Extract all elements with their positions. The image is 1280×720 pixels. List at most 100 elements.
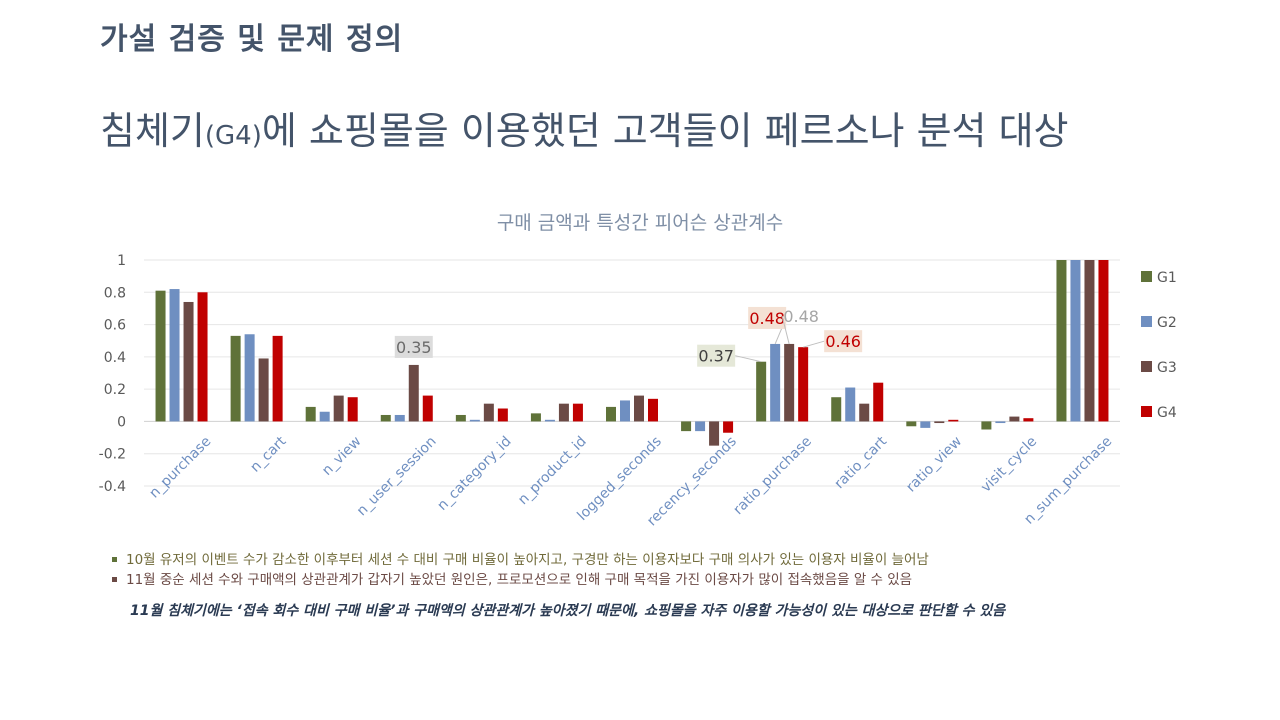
y-axis-ticks: 1 0.8 0.6 0.4 0.2 0 -0.2 -0.4 <box>99 253 126 495</box>
y-tick-label: 0.8 <box>104 285 126 301</box>
bar-g2 <box>920 421 931 428</box>
y-tick-label: 0.4 <box>104 350 126 366</box>
x-tick-label: n_view <box>319 434 364 479</box>
y-tick-label: 0 <box>117 414 126 430</box>
legend-swatch-g2 <box>1141 316 1152 327</box>
data-label: 0.37 <box>698 347 734 366</box>
chart-grid <box>144 259 1120 487</box>
bar-g4 <box>948 419 959 422</box>
bar-g4 <box>798 347 809 422</box>
bar-g4 <box>1023 418 1034 422</box>
y-tick-label: 0.6 <box>104 318 126 334</box>
y-tick-label: 0.2 <box>104 382 126 398</box>
legend-swatch-g4 <box>1141 406 1152 417</box>
bar-g2 <box>544 419 555 422</box>
bar-g1 <box>606 406 616 422</box>
bar-g2 <box>620 400 630 422</box>
bar-g2 <box>469 419 480 422</box>
x-tick-label: n_category_id <box>434 434 514 514</box>
x-tick-label: n_purchase <box>146 434 214 502</box>
bar-g4 <box>873 382 884 422</box>
bar-g3 <box>634 395 644 422</box>
bar-g2 <box>995 421 1006 424</box>
data-label-bg <box>748 306 787 329</box>
bullet-item-1: 10월 유저의 이벤트 수가 감소한 이후부터 세션 수 대비 구매 비율이 높… <box>112 550 929 570</box>
chart-bars <box>155 260 1109 446</box>
bar-g2 <box>319 411 330 422</box>
bar-g3 <box>258 358 269 422</box>
y-tick-label: 1 <box>117 253 126 269</box>
x-tick-label: n_cart <box>247 433 289 475</box>
bar-g1 <box>831 397 842 422</box>
x-tick-label: n_user_session <box>354 434 440 520</box>
x-tick-label: ratio_purchase <box>730 434 815 519</box>
legend-label-g3: G3 <box>1157 360 1177 376</box>
legend-swatch-g3 <box>1141 361 1152 372</box>
x-tick-label: ratio_cart <box>832 433 891 492</box>
data-label-bg <box>824 330 863 353</box>
bar-g1 <box>1056 260 1067 422</box>
data-label-bg <box>394 335 433 358</box>
bar-g1 <box>681 421 692 432</box>
conclusion-text: 11월 침체기에는 ‘접속 회수 대비 구매 비율’과 구매액의 상관관계가 높… <box>130 603 1006 619</box>
chart-legend: G1 G2 G3 G4 <box>1141 270 1177 421</box>
bar-g2 <box>244 334 255 422</box>
data-label-bg <box>697 344 736 367</box>
bar-g3 <box>934 421 945 424</box>
x-axis-labels: n_purchase n_cart n_viewn_user_sessionn_ca… <box>146 433 1115 529</box>
bar-g3 <box>483 403 494 422</box>
bar-g4 <box>497 408 508 422</box>
legend-label-g2: G2 <box>1157 315 1177 331</box>
data-label: 0.48 <box>783 307 819 326</box>
bar-g4 <box>347 397 358 422</box>
bar-g4 <box>648 398 658 422</box>
bar-g4 <box>1098 260 1109 422</box>
data-label: 0.35 <box>396 338 432 357</box>
bar-g3 <box>408 364 419 422</box>
bar-g4 <box>572 403 583 422</box>
label-leader <box>781 315 790 345</box>
bar-g3 <box>558 403 569 422</box>
bar-g3 <box>859 403 870 422</box>
bar-g3 <box>1084 260 1095 422</box>
bar-g4 <box>422 395 433 422</box>
legend-swatch-g1 <box>1141 271 1152 282</box>
bar-g2 <box>845 387 856 422</box>
data-labels: 0.35 0.37 0.480.48 0.46 <box>394 306 863 367</box>
bullet-list: 10월 유저의 이벤트 수가 감소한 이후부터 세션 수 대비 구매 비율이 높… <box>112 550 929 590</box>
y-tick-label: -0.2 <box>99 447 126 463</box>
bar-g2 <box>1070 260 1081 422</box>
headline: 침체기(G4)에 쇼핑몰을 이용했던 고객들이 페르소나 분석 대상 <box>100 100 1069 155</box>
headline-part1: 침체기 <box>100 109 205 153</box>
data-label: 0.48 <box>749 309 785 328</box>
bar-g3 <box>333 395 344 422</box>
legend-label-g1: G1 <box>1157 270 1177 286</box>
bar-g1 <box>380 414 391 422</box>
bar-g3 <box>784 343 795 422</box>
bar-g3 <box>709 421 720 446</box>
bar-g1 <box>155 290 166 422</box>
bar-g2 <box>394 414 405 422</box>
bar-g4 <box>272 335 283 422</box>
bullet-item-2: 11월 중순 세션 수와 구매액의 상관관계가 갑자기 높았던 원인은, 프로모… <box>112 570 929 590</box>
bar-g1 <box>981 421 992 430</box>
bar-g1 <box>230 335 241 422</box>
bar-g2 <box>770 343 781 422</box>
bar-g3 <box>183 301 194 422</box>
label-leader <box>803 340 825 348</box>
bar-g4 <box>723 421 734 433</box>
chart-title: 구매 금액과 특성간 피어슨 상관계수 <box>497 212 783 234</box>
y-tick-label: -0.4 <box>99 479 126 495</box>
headline-part3: 에 쇼핑몰을 이용했던 고객들이 페르소나 분석 대상 <box>261 109 1069 153</box>
section-title: 가설 검증 및 문제 정의 <box>100 22 404 57</box>
bullet-text-1: 10월 유저의 이벤트 수가 감소한 이후부터 세션 수 대비 구매 비율이 높… <box>126 552 929 568</box>
label-leader <box>735 355 762 363</box>
bar-g2 <box>169 289 180 422</box>
bar-g1 <box>455 414 466 422</box>
bar-g3 <box>1009 416 1020 422</box>
bullet-text-2: 11월 중순 세션 수와 구매액의 상관관계가 갑자기 높았던 원인은, 프로모… <box>126 572 913 588</box>
bullet-marker <box>112 557 117 562</box>
headline-part2: (G4) <box>204 121 262 151</box>
bar-g1 <box>756 361 767 422</box>
